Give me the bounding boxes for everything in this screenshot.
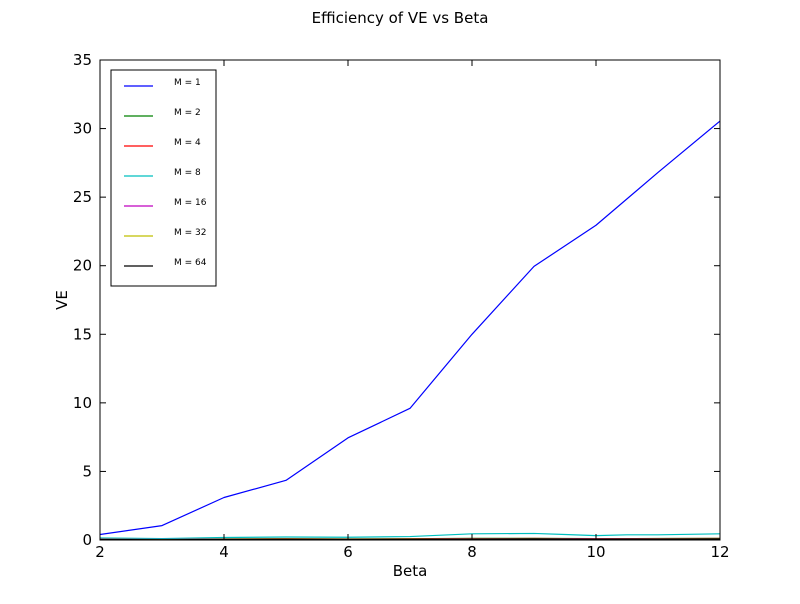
y-tick-label: 0	[82, 531, 92, 549]
chart-title: Efficiency of VE vs Beta	[312, 9, 489, 27]
axes-frame	[99, 59, 721, 541]
y-tick-label: 30	[73, 120, 92, 138]
legend-label-6: M = 32	[174, 228, 206, 238]
plot-area: 2 4 6 8 10 12 0 5 10 15 20 25 30 35 M = 1 M = 2 M = 4 M =…	[73, 51, 730, 561]
series-line-1	[99, 120, 721, 536]
legend-box	[110, 69, 217, 287]
y-axis-label: VE	[53, 290, 71, 310]
x-tick-label: 12	[710, 543, 729, 561]
y-tick-label: 10	[73, 394, 92, 412]
y-tick-label: 25	[73, 188, 92, 206]
x-tick-label: 10	[586, 543, 605, 561]
legend-label-2: M = 2	[174, 108, 201, 118]
legend-label-5: M = 16	[174, 198, 207, 208]
series-line-4	[99, 532, 721, 540]
legend-label-4: M = 8	[174, 168, 201, 178]
x-tick-label: 2	[95, 543, 105, 561]
x-tick-label: 4	[219, 543, 229, 561]
y-tick-label: 15	[73, 325, 92, 343]
legend-label-7: M = 64	[174, 258, 207, 268]
legend-label-1: M = 1	[174, 78, 201, 88]
y-tick-label: 5	[82, 462, 92, 480]
y-tick-label: 35	[73, 51, 92, 69]
x-tick-label: 8	[467, 543, 477, 561]
x-axis-label: Beta	[393, 562, 428, 580]
y-tick-label: 20	[73, 257, 92, 275]
x-tick-label: 6	[343, 543, 353, 561]
legend-label-3: M = 4	[174, 138, 201, 148]
